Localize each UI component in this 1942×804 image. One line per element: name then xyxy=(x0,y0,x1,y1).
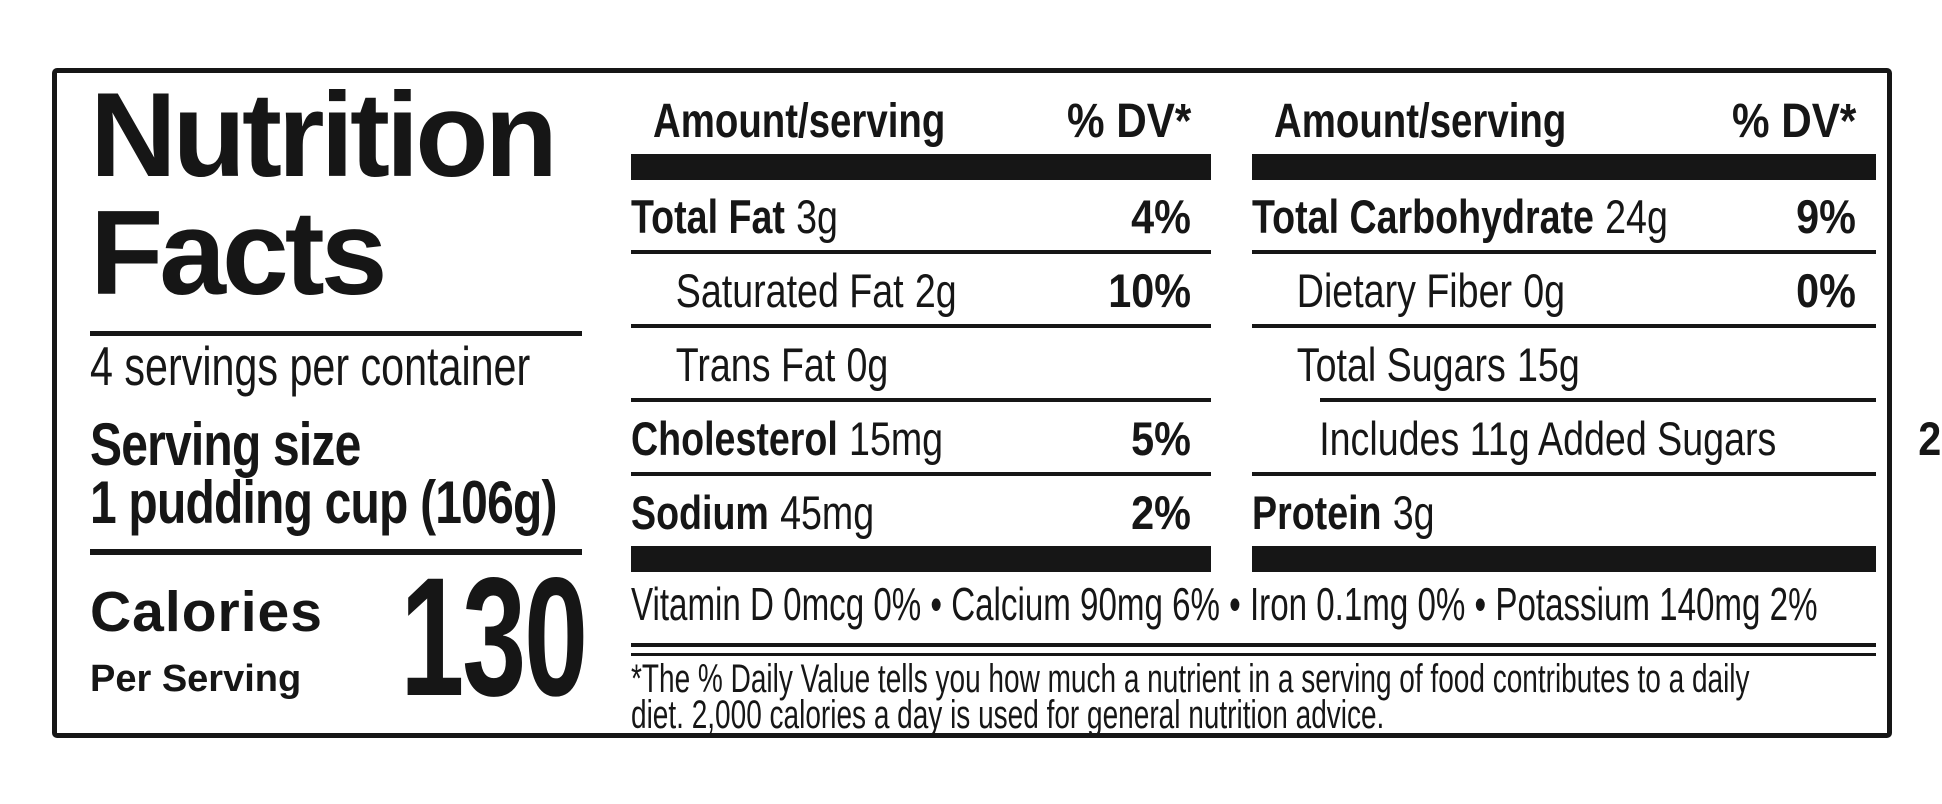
nutrient-name: Total Sugars xyxy=(1296,338,1506,391)
nutrient-row-total-sugars: Total Sugars 15g xyxy=(1252,328,1876,398)
header-amount-serving: Amount/serving xyxy=(1274,95,1567,148)
header-amount-serving: Amount/serving xyxy=(653,95,946,148)
nutrient-text: Total Sugars 15g xyxy=(1252,341,1580,388)
nutrient-dv: 9% xyxy=(1796,190,1856,243)
thick-bar-bottom xyxy=(1252,546,1876,572)
header-percent-dv: % DV* xyxy=(1731,95,1856,148)
nutrient-amount: 2g xyxy=(914,264,957,317)
nutrient-row-sodium: Sodium 45mg 2% xyxy=(631,476,1211,546)
calories-sublabel: Per Serving xyxy=(90,658,302,700)
nutrient-amount: 0g xyxy=(1523,264,1566,317)
nutrient-row-dietary-fiber: Dietary Fiber 0g 0% xyxy=(1252,254,1876,324)
nutrient-amount: 15mg xyxy=(849,412,944,465)
title-facts: Facts xyxy=(90,186,387,320)
nutrient-amount: 3g xyxy=(1392,486,1435,539)
nutrient-name: Trans Fat xyxy=(675,338,836,391)
nutrient-dv xyxy=(1191,341,1211,388)
micronutrients-line: Vitamin D 0mcg 0% • Calcium 90mg 6% • Ir… xyxy=(631,578,1818,630)
divider-rule xyxy=(1252,324,1876,328)
nutrient-name: Total Carbohydrate xyxy=(1252,190,1594,243)
nutrient-text: Includes 11g Added Sugars xyxy=(1252,415,1776,462)
column-header: Amount/serving % DV* xyxy=(1252,88,1876,154)
nutrient-dv: 0% xyxy=(1796,264,1856,317)
nutrient-row-cholesterol: Cholesterol 15mg 5% xyxy=(631,402,1211,472)
serving-size-value: 1 pudding cup (106g) xyxy=(90,469,557,536)
nutrient-column-left: Amount/serving % DV* Total Fat 3g 4% Satu… xyxy=(631,88,1211,572)
nutrient-dv xyxy=(1856,341,1876,388)
servings-per-container: 4 servings per container xyxy=(90,335,531,397)
nutrient-dv: 2% xyxy=(1131,486,1191,539)
divider-rule xyxy=(631,398,1211,402)
nutrient-name: Includes 11g Added Sugars xyxy=(1319,412,1777,465)
calories-value: 130 xyxy=(400,542,588,731)
nutrient-name: Total Fat xyxy=(631,190,785,243)
column-header: Amount/serving % DV* xyxy=(631,88,1211,154)
nutrient-text: Cholesterol 15mg xyxy=(631,415,943,462)
divider-rule xyxy=(1252,250,1876,254)
nutrient-text: Trans Fat 0g xyxy=(631,338,889,391)
nutrient-row-total-fat: Total Fat 3g 4% xyxy=(631,180,1211,250)
nutrient-row-protein: Protein 3g xyxy=(1252,476,1876,546)
title-nutrition: Nutrition xyxy=(90,68,558,202)
footnote-line: *The % Daily Value tells you how much a … xyxy=(631,657,1750,701)
identity-section: Nutrition Facts 4 servings per container… xyxy=(90,68,588,733)
nutrient-dv xyxy=(1856,489,1876,536)
divider-rule xyxy=(631,472,1211,476)
footnote-line: diet. 2,000 calories a day is used for g… xyxy=(631,693,1385,737)
nutrient-amount: 0g xyxy=(846,338,889,391)
nutrient-dv: 10% xyxy=(1108,264,1191,317)
nutrient-amount: 45mg xyxy=(780,486,875,539)
nutrient-name: Sodium xyxy=(631,486,769,539)
divider-rule xyxy=(1252,472,1876,476)
nutrient-name: Saturated Fat xyxy=(675,264,904,317)
header-percent-dv: % DV* xyxy=(1066,95,1191,148)
nutrient-row-saturated-fat: Saturated Fat 2g 10% xyxy=(631,254,1211,324)
daily-value-footnote: *The % Daily Value tells you how much a … xyxy=(631,657,1876,737)
nutrition-facts-panel: Nutrition Facts 4 servings per container… xyxy=(52,68,1942,738)
nutrient-name: Dietary Fiber xyxy=(1296,264,1513,317)
divider-rule xyxy=(631,324,1211,328)
calories-label: Calories xyxy=(90,580,323,644)
micronutrients-divider-rule xyxy=(631,643,1876,656)
nutrient-column-right: Amount/serving % DV* Total Carbohydrate 2… xyxy=(1252,88,1942,572)
thick-bar-top xyxy=(1252,154,1876,180)
nutrient-dv: 22% xyxy=(1918,412,1942,465)
nutrient-dv: 4% xyxy=(1131,190,1191,243)
nutrient-amount: 24g xyxy=(1605,190,1668,243)
nutrient-row-trans-fat: Trans Fat 0g xyxy=(631,328,1211,398)
divider-rule xyxy=(631,250,1211,254)
nutrient-name: Cholesterol xyxy=(631,412,838,465)
nutrient-text: Saturated Fat 2g xyxy=(631,267,957,314)
nutrient-text: Protein 3g xyxy=(1252,489,1435,536)
serving-size-label: Serving size xyxy=(90,411,361,478)
nutrient-text: Dietary Fiber 0g xyxy=(1252,267,1565,314)
nutrient-row-total-carbohydrate: Total Carbohydrate 24g 9% xyxy=(1252,180,1876,250)
thick-bar-top xyxy=(631,154,1211,180)
serving-divider-rule xyxy=(90,549,582,555)
nutrient-name: Protein xyxy=(1252,486,1382,539)
nutrient-text: Sodium 45mg xyxy=(631,489,874,536)
nutrient-amount: 15g xyxy=(1517,338,1580,391)
nutrient-row-added-sugars: Includes 11g Added Sugars 22% xyxy=(1252,402,1942,472)
nutrient-text: Total Carbohydrate 24g xyxy=(1252,193,1668,240)
nutrient-amount: 3g xyxy=(796,190,838,243)
title-divider-rule xyxy=(90,331,582,336)
nutrient-text: Total Fat 3g xyxy=(631,193,838,240)
divider-rule-indented xyxy=(1320,398,1876,402)
nutrient-dv: 5% xyxy=(1131,412,1191,465)
thick-bar-bottom xyxy=(631,546,1211,572)
